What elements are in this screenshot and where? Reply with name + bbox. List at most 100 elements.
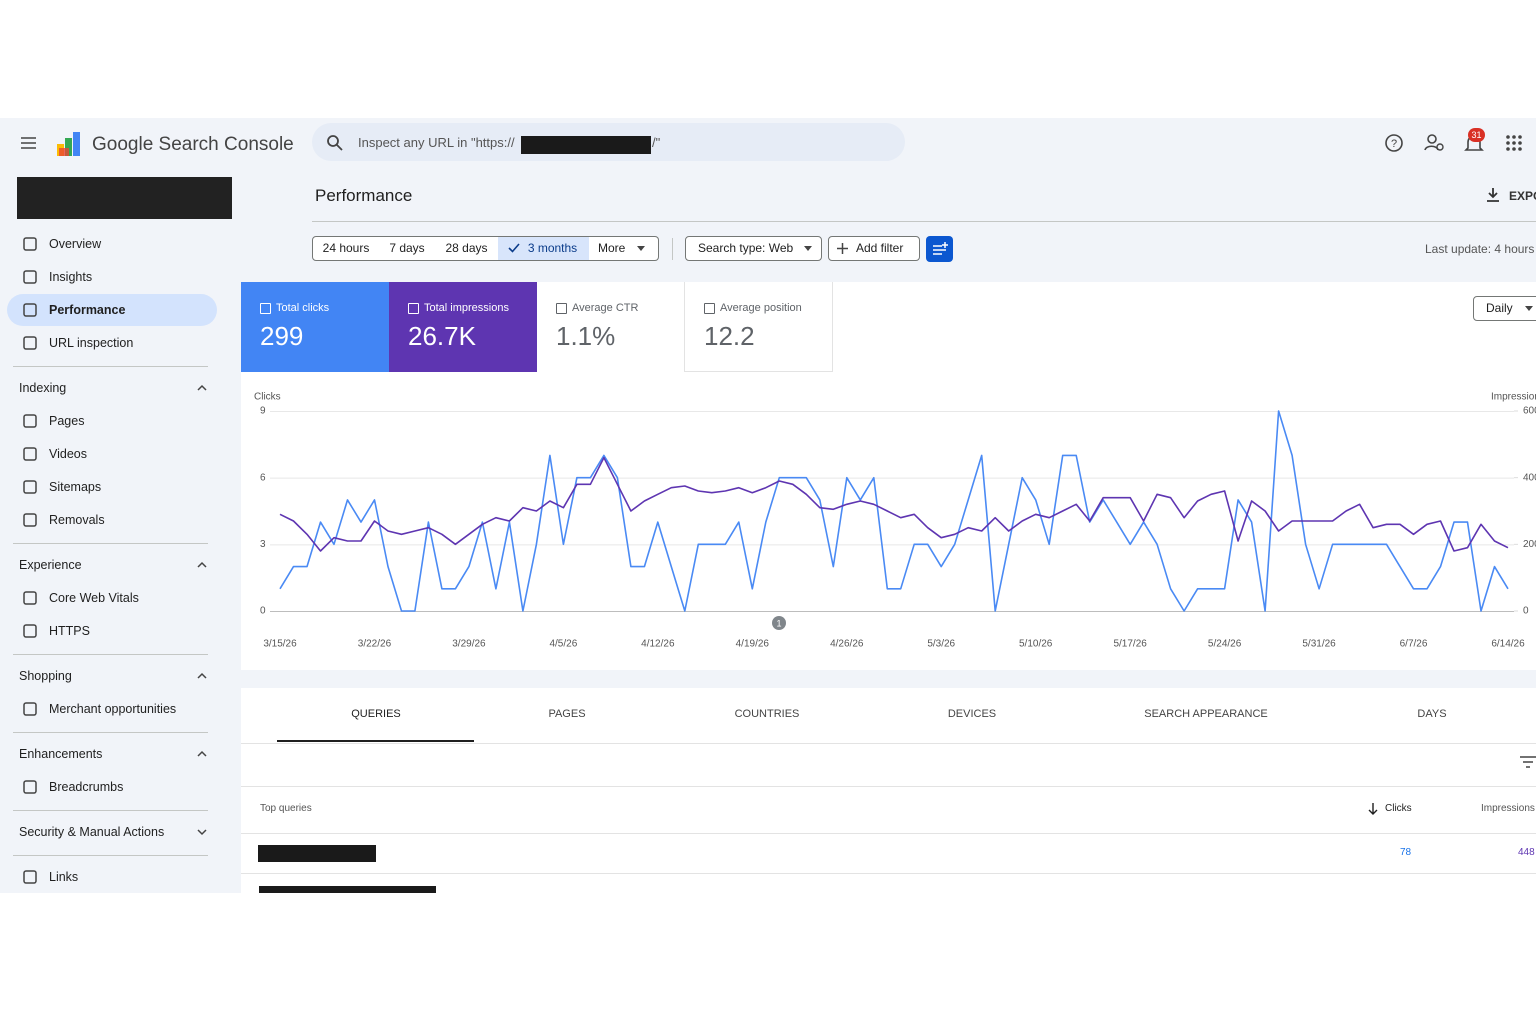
nav-section[interactable]: Experience <box>19 558 82 572</box>
metric-card[interactable]: Average CTR 1.1% <box>537 282 685 372</box>
y2-tick-label: 200 <box>1523 539 1536 550</box>
nav-item[interactable]: HTTPS <box>49 624 90 638</box>
x-tick-label: 5/31/26 <box>1302 639 1336 650</box>
y-tick-label: 3 <box>260 539 266 550</box>
nav-icon <box>23 480 37 494</box>
apps-button[interactable] <box>1506 135 1522 151</box>
metric-label: Average CTR <box>572 302 639 314</box>
tab-indicator <box>277 740 474 742</box>
metric-value: 12.2 <box>704 321 755 351</box>
nav-item[interactable]: Insights <box>49 270 93 284</box>
svg-text:?: ? <box>1391 138 1397 150</box>
x-tick-label: 6/7/26 <box>1400 639 1428 650</box>
nav-section[interactable]: Security & Manual Actions <box>19 825 165 839</box>
divider <box>241 873 1536 874</box>
divider <box>13 654 208 655</box>
nav-section[interactable]: Enhancements <box>19 747 103 761</box>
nav-item[interactable]: Breadcrumbs <box>49 780 124 794</box>
users-button[interactable] <box>1424 133 1446 153</box>
nav-item[interactable]: URL inspection <box>49 336 134 350</box>
checkbox[interactable] <box>704 303 715 314</box>
x-tick-label: 3/15/26 <box>263 639 297 650</box>
dropdown-arrow <box>637 246 645 251</box>
nav-item[interactable]: Merchant opportunities <box>49 702 177 716</box>
metric-label: Average position <box>720 302 802 314</box>
x-tick-label: 6/14/26 <box>1491 639 1525 650</box>
metric-card[interactable]: Total clicks 299 <box>241 282 389 372</box>
y2-tick-label: 400 <box>1523 472 1536 483</box>
nav-item[interactable]: Removals <box>49 513 105 527</box>
column-header[interactable]: Impressions <box>1481 803 1535 814</box>
nav-item[interactable]: Pages <box>49 414 85 428</box>
divider <box>13 732 208 733</box>
nav-icon <box>23 591 37 605</box>
chevron <box>197 561 207 568</box>
y2-tick-label: 600 <box>1523 406 1536 417</box>
filter-settings-button[interactable] <box>926 236 953 262</box>
dropdown-arrow <box>1525 306 1533 311</box>
x-tick-label: 5/10/26 <box>1019 639 1053 650</box>
x-tick-label: 4/5/26 <box>549 639 577 650</box>
granularity-button[interactable] <box>1473 296 1536 321</box>
tab[interactable]: DEVICES <box>947 708 997 720</box>
table-card <box>241 688 1536 893</box>
nav-icon <box>23 624 37 638</box>
app-title: Google Search Console <box>92 134 294 155</box>
y-axis-title: Clicks <box>254 392 281 403</box>
menu-button[interactable] <box>20 135 38 151</box>
metric-card[interactable]: Average position 12.2 <box>685 282 833 372</box>
dropdown-arrow <box>804 246 812 251</box>
x-tick-label: 4/19/26 <box>736 639 770 650</box>
nav-section[interactable]: Indexing <box>19 381 67 395</box>
x-tick-label: 3/29/26 <box>452 639 486 650</box>
checkbox[interactable] <box>260 303 271 314</box>
nav-icon <box>23 702 37 716</box>
search-icon <box>327 135 343 151</box>
more-button[interactable]: More <box>589 236 659 261</box>
metric-value: 1.1% <box>556 321 616 351</box>
nav-icon <box>23 447 37 461</box>
nav-item[interactable]: Performance <box>49 303 126 317</box>
range-button[interactable]: 7 days <box>379 236 436 261</box>
checkbox[interactable] <box>556 303 567 314</box>
tab[interactable]: DAYS <box>1417 708 1447 720</box>
column-header[interactable]: Clicks <box>1385 803 1412 814</box>
y-tick-label: 0 <box>260 606 266 617</box>
divider <box>241 833 1536 834</box>
y2-axis-title: Impressions <box>1491 392 1536 403</box>
divider <box>13 543 208 544</box>
range-button-selected[interactable]: 3 months <box>498 236 590 261</box>
table-filter-button[interactable] <box>1520 756 1536 768</box>
nav-section[interactable]: Shopping <box>19 669 72 683</box>
tab-selected[interactable]: QUERIES <box>351 708 401 720</box>
nav-item[interactable]: Sitemaps <box>49 480 102 494</box>
search-type-button[interactable]: Search type: Web <box>685 236 822 261</box>
nav-item[interactable]: Core Web Vitals <box>49 591 139 605</box>
range-button[interactable]: 24 hours <box>312 236 380 261</box>
add-filter-button[interactable]: Add filter <box>828 236 920 261</box>
export-button[interactable]: EXPO <box>1509 189 1536 203</box>
logo <box>57 132 80 156</box>
divider <box>13 366 208 367</box>
nav-item[interactable]: Videos <box>49 447 87 461</box>
chevron <box>197 750 207 757</box>
nav-item[interactable]: Links <box>49 870 79 884</box>
nav-item[interactable]: Overview <box>49 237 102 251</box>
checkbox[interactable] <box>408 303 419 314</box>
property-selector[interactable] <box>17 177 232 219</box>
metric-label: Total impressions <box>424 302 509 314</box>
tab[interactable]: SEARCH APPEARANCE <box>1144 708 1268 720</box>
range-button[interactable]: 28 days <box>435 236 499 261</box>
metric-card[interactable]: Total impressions 26.7K <box>389 282 537 372</box>
x-tick-label: 4/12/26 <box>641 639 675 650</box>
nav-active <box>7 294 217 326</box>
tab[interactable]: PAGES <box>548 708 586 720</box>
plus-icon <box>837 243 848 254</box>
tab[interactable]: COUNTRIES <box>734 708 800 720</box>
x-tick-label: 5/3/26 <box>927 639 955 650</box>
divider <box>13 810 208 811</box>
help-button[interactable]: ? <box>1384 133 1404 153</box>
chevron <box>197 672 207 679</box>
sort-arrow <box>1368 803 1378 815</box>
divider <box>312 221 1536 222</box>
